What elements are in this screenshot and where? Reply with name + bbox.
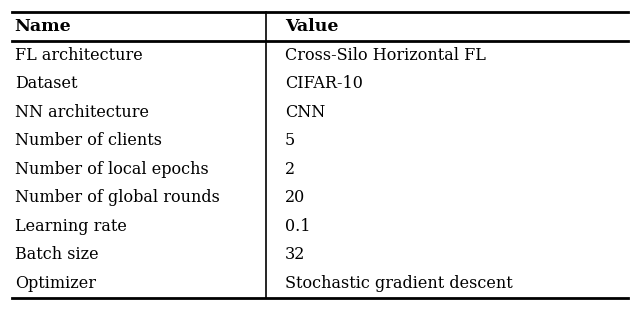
Text: CNN: CNN	[285, 104, 325, 121]
Text: Number of clients: Number of clients	[15, 132, 162, 149]
Text: NN architecture: NN architecture	[15, 104, 148, 121]
Text: Learning rate: Learning rate	[15, 218, 127, 235]
Text: 0.1: 0.1	[285, 218, 310, 235]
Text: Stochastic gradient descent: Stochastic gradient descent	[285, 275, 513, 292]
Text: Dataset: Dataset	[15, 75, 77, 92]
Text: Number of global rounds: Number of global rounds	[15, 189, 220, 206]
Text: Name: Name	[15, 18, 72, 35]
Text: 5: 5	[285, 132, 295, 149]
Text: FL architecture: FL architecture	[15, 47, 143, 64]
Text: CIFAR-10: CIFAR-10	[285, 75, 363, 92]
Text: Value: Value	[285, 18, 339, 35]
Text: Number of local epochs: Number of local epochs	[15, 161, 209, 178]
Text: Optimizer: Optimizer	[15, 275, 96, 292]
Text: 32: 32	[285, 246, 305, 263]
Text: Batch size: Batch size	[15, 246, 99, 263]
Text: 20: 20	[285, 189, 305, 206]
Text: 2: 2	[285, 161, 295, 178]
Text: Cross-Silo Horizontal FL: Cross-Silo Horizontal FL	[285, 47, 486, 64]
